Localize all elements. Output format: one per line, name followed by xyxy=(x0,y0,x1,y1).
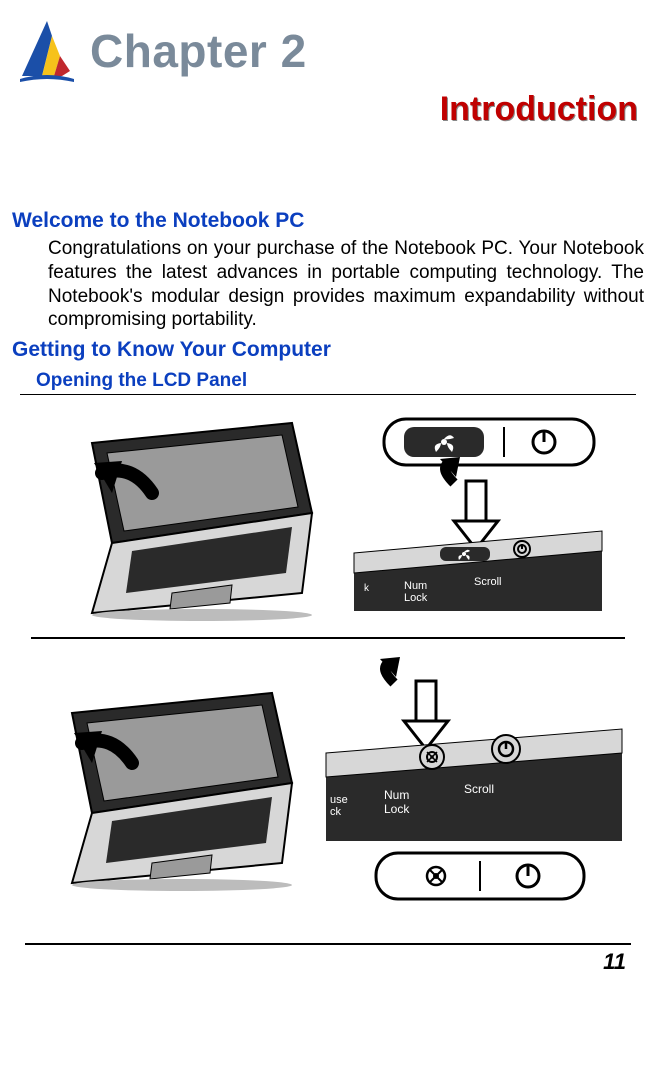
figure-divider xyxy=(31,637,625,639)
svg-text:Lock: Lock xyxy=(384,802,410,816)
footer-rule xyxy=(25,943,632,945)
chapter-header: Chapter 2 xyxy=(12,16,644,86)
svg-text:Scroll: Scroll xyxy=(464,782,494,796)
section-welcome-heading: Welcome to the Notebook PC xyxy=(12,209,644,233)
svg-text:ck: ck xyxy=(330,806,342,818)
svg-text:Scroll: Scroll xyxy=(474,576,502,588)
page-number: 11 xyxy=(12,949,626,975)
figure-opening-lcd: k Num Lock Scroll xyxy=(12,403,644,913)
notebook-closed-illustration-bottom xyxy=(32,673,312,893)
chapter-title: Chapter 2 xyxy=(90,24,307,78)
figure-row-bottom: use ck Num Lock Scroll xyxy=(32,653,624,913)
subsection-opening-lcd-heading: Opening the LCD Panel xyxy=(36,370,644,392)
sail-chapter-icon xyxy=(12,16,82,86)
section-welcome-body: Congratulations on your purchase of the … xyxy=(48,237,644,332)
figure-row-top: k Num Lock Scroll xyxy=(52,403,604,623)
subsection-rule xyxy=(20,394,636,395)
button-panel-callout-bottom: use ck Num Lock Scroll xyxy=(324,653,624,913)
svg-text:Num: Num xyxy=(384,788,409,802)
svg-text:Lock: Lock xyxy=(404,592,428,604)
page-container: Chapter 2 Introduction Welcome to the No… xyxy=(0,0,656,985)
button-panel-callout-top: k Num Lock Scroll xyxy=(344,413,604,613)
notebook-closed-illustration-top xyxy=(52,403,332,623)
svg-text:use: use xyxy=(330,794,348,806)
section-getting-to-know-heading: Getting to Know Your Computer xyxy=(12,338,644,362)
introduction-title: Introduction xyxy=(12,90,638,129)
svg-text:Num: Num xyxy=(404,580,427,592)
